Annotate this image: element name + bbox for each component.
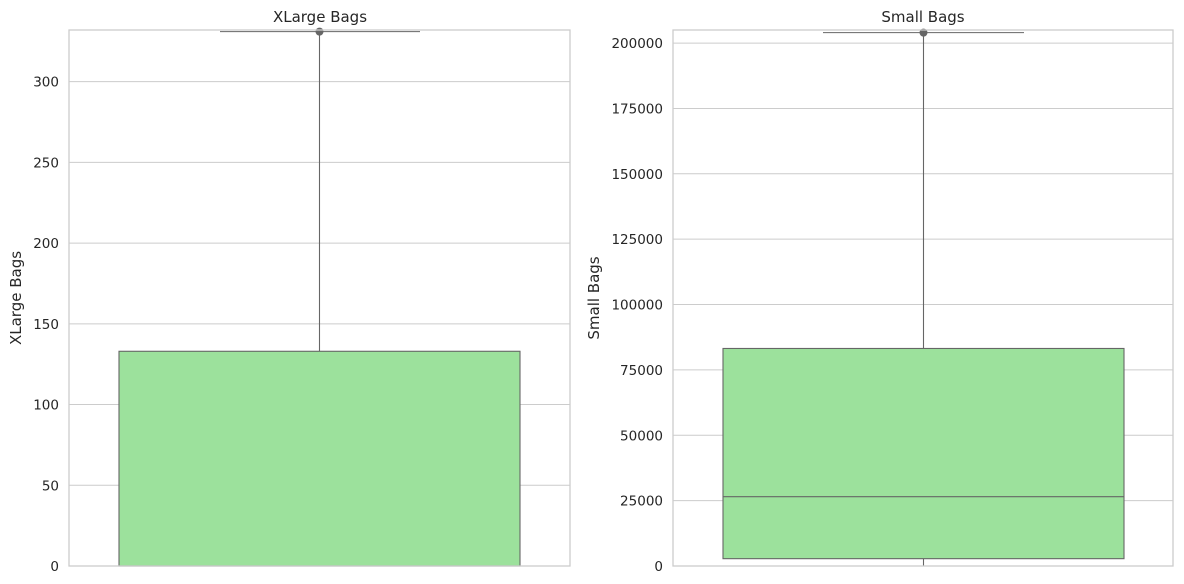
plot-frame <box>68 29 571 567</box>
y-tick-label: 25000 <box>620 494 663 510</box>
y-tick-label: 300 <box>33 75 59 91</box>
xlarge-bags-panel: XLarge Bags XLarge Bags 0 50 100 150 200 250 3… <box>7 8 571 575</box>
y-tick-label: 0 <box>50 559 59 575</box>
y-axis-title: XLarge Bags <box>7 251 25 345</box>
y-tick-label: 100 <box>33 398 59 414</box>
box <box>722 347 1125 560</box>
y-tick-label: 150 <box>33 317 59 333</box>
box <box>118 350 521 567</box>
y-tick-label: 50 <box>42 478 59 494</box>
y-tick-label: 250 <box>33 155 59 171</box>
y-tick-label: 50000 <box>620 428 663 444</box>
y-tick-label: 0 <box>654 559 663 575</box>
y-axis-title: Small Bags <box>585 256 603 339</box>
y-tick-label: 200000 <box>611 36 663 52</box>
y-tick-label: 175000 <box>611 101 663 117</box>
y-tick-label: 75000 <box>620 363 663 379</box>
y-tick-label: 125000 <box>611 232 663 248</box>
y-tick-label: 150000 <box>611 167 663 183</box>
panel-title: Small Bags <box>881 8 964 26</box>
outlier-point <box>315 27 324 36</box>
plot-frame <box>672 29 1174 567</box>
y-tick-label: 100000 <box>611 298 663 314</box>
small-bags-panel: Small Bags Small Bags 0 25000 50000 75000 10… <box>585 8 1174 575</box>
y-tick-label: 200 <box>33 236 59 252</box>
panel-title: XLarge Bags <box>273 8 367 26</box>
